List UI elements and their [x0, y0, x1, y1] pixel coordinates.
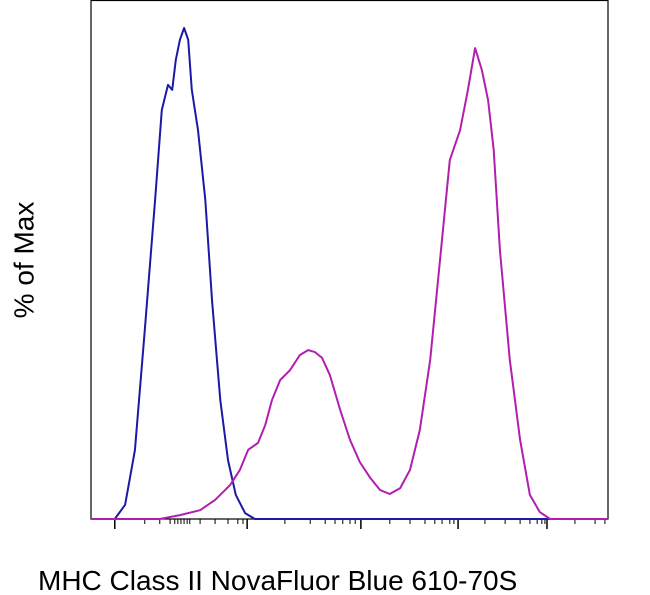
x-axis-label: MHC Class II NovaFluor Blue 610-70S: [38, 565, 517, 595]
histogram-line: [91, 27, 608, 520]
histogram-line: [91, 47, 608, 520]
y-axis-label: % of Max: [8, 202, 39, 319]
